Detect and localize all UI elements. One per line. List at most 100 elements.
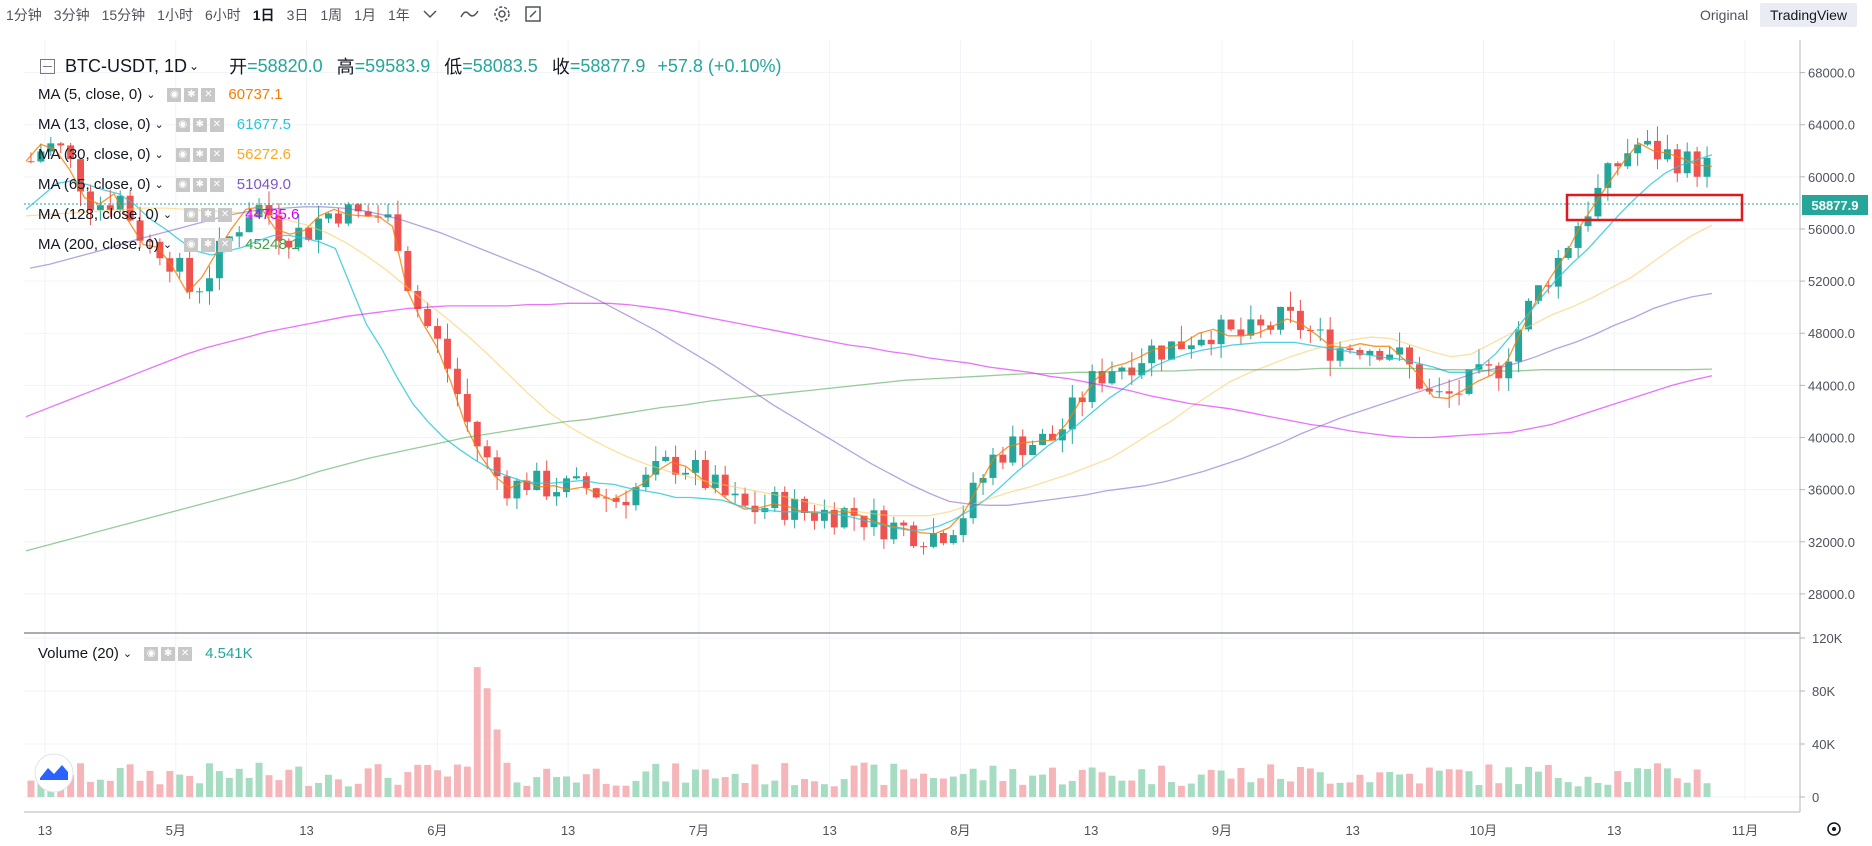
settings-icon[interactable]: ✱ bbox=[184, 87, 199, 102]
visibility-icon[interactable]: ◉ bbox=[175, 147, 190, 162]
original-view-button[interactable]: Original bbox=[1700, 7, 1749, 23]
time-tick-label: 7月 bbox=[689, 823, 709, 838]
volume-bar bbox=[1009, 769, 1017, 797]
candle-body bbox=[741, 493, 749, 506]
interval-1mo[interactable]: 1月 bbox=[354, 7, 376, 23]
candle-body bbox=[1108, 371, 1116, 384]
close-icon[interactable]: ✕ bbox=[218, 207, 233, 222]
close-icon[interactable]: ✕ bbox=[209, 147, 224, 162]
interval-1y[interactable]: 1年 bbox=[387, 7, 410, 23]
symbol-dropdown-icon[interactable]: ⌄ bbox=[189, 59, 200, 73]
interval-1d[interactable]: 1日 bbox=[252, 7, 275, 23]
visibility-icon[interactable]: ◉ bbox=[175, 117, 190, 132]
candle-body bbox=[1118, 367, 1126, 372]
candle-body bbox=[1039, 433, 1047, 445]
interval-dropdown-icon[interactable] bbox=[420, 5, 440, 25]
volume-bar bbox=[920, 773, 928, 797]
candle-body bbox=[840, 508, 848, 528]
dropdown-icon[interactable]: ⌄ bbox=[162, 239, 173, 251]
visibility-icon[interactable]: ◉ bbox=[175, 177, 190, 192]
tradingview-button[interactable]: TradingView bbox=[1760, 3, 1858, 27]
fullscreen-icon[interactable] bbox=[522, 3, 544, 28]
main-legend: BTC-USDT, 1D ⌄ 开 =58820.0 高 =59583.9 低 =580… bbox=[40, 53, 781, 79]
time-tick-label: 13 bbox=[1084, 823, 1098, 838]
close-label: 收 bbox=[551, 57, 570, 77]
ma-label: MA (13, close, 0) bbox=[38, 116, 151, 133]
candle-body bbox=[1683, 151, 1691, 174]
volume-bar bbox=[483, 688, 491, 797]
interval-6h[interactable]: 6小时 bbox=[204, 7, 241, 23]
settings-icon[interactable]: ✱ bbox=[192, 117, 207, 132]
visibility-icon[interactable]: ◉ bbox=[167, 87, 182, 102]
candle-body bbox=[1663, 149, 1671, 160]
dropdown-icon[interactable]: ⌄ bbox=[154, 179, 164, 191]
volume-bar bbox=[1326, 783, 1334, 797]
volume-bar bbox=[543, 768, 551, 797]
dropdown-icon[interactable]: ⌄ bbox=[122, 648, 133, 660]
settings-gear-icon[interactable] bbox=[490, 2, 514, 29]
symbol-title[interactable]: BTC-USDT, 1D bbox=[65, 55, 188, 76]
candle-body bbox=[146, 240, 154, 242]
volume-bar bbox=[582, 774, 590, 797]
settings-icon[interactable]: ✱ bbox=[161, 646, 176, 661]
ma-label: MA (30, close, 0) bbox=[38, 146, 151, 163]
volume-bar bbox=[1515, 784, 1523, 797]
close-icon[interactable]: ✕ bbox=[209, 117, 224, 132]
volume-bar bbox=[1683, 782, 1691, 797]
candle-body bbox=[979, 477, 987, 483]
volume-bar bbox=[334, 779, 342, 797]
volume-bar bbox=[563, 776, 570, 797]
volume-bar bbox=[424, 764, 432, 797]
candle-body bbox=[1148, 345, 1156, 364]
close-icon[interactable]: ✕ bbox=[201, 87, 216, 102]
interval-3d[interactable]: 3日 bbox=[286, 7, 309, 23]
settings-icon[interactable]: ✱ bbox=[192, 177, 207, 192]
volume-bar bbox=[830, 786, 838, 797]
volume-bar bbox=[106, 780, 114, 797]
interval-1h[interactable]: 1小时 bbox=[157, 7, 193, 23]
volume-bar bbox=[1584, 776, 1592, 797]
candle-body bbox=[126, 195, 134, 221]
price-tick-label: 60000.0 bbox=[1808, 170, 1855, 185]
dropdown-icon[interactable]: ⌄ bbox=[146, 89, 156, 101]
interval-3m[interactable]: 3分钟 bbox=[53, 7, 90, 23]
interval-15m[interactable]: 15分钟 bbox=[101, 7, 146, 23]
close-icon[interactable]: ✕ bbox=[178, 646, 193, 661]
visibility-icon[interactable]: ◉ bbox=[184, 207, 199, 222]
volume-bar bbox=[1316, 772, 1324, 797]
time-settings-icon bbox=[1827, 822, 1841, 836]
candle-body bbox=[77, 159, 85, 192]
settings-icon[interactable]: ✱ bbox=[192, 147, 207, 162]
chart-type-icon[interactable] bbox=[458, 5, 482, 26]
visibility-icon[interactable]: ◉ bbox=[184, 237, 199, 252]
candle-body bbox=[434, 326, 442, 339]
close-icon[interactable]: ✕ bbox=[218, 237, 233, 252]
volume-bar bbox=[1267, 764, 1275, 797]
dropdown-icon[interactable]: ⌄ bbox=[154, 149, 164, 161]
candle-body bbox=[414, 290, 422, 309]
settings-icon[interactable]: ✱ bbox=[201, 207, 216, 222]
candle-body bbox=[136, 220, 144, 241]
collapse-icon[interactable] bbox=[40, 58, 55, 74]
candle-body bbox=[711, 474, 719, 489]
dropdown-icon[interactable]: ⌄ bbox=[162, 209, 173, 221]
volume-bar bbox=[473, 667, 481, 797]
volume-bar bbox=[364, 768, 372, 797]
interval-1m[interactable]: 1分钟 bbox=[6, 7, 42, 23]
volume-tick-label: 80K bbox=[1812, 684, 1835, 699]
volume-bar bbox=[959, 774, 967, 797]
volume-bar bbox=[1594, 782, 1602, 797]
settings-icon[interactable]: ✱ bbox=[201, 237, 216, 252]
volume-bar bbox=[344, 786, 352, 797]
volume-bar bbox=[850, 765, 858, 797]
price-badge-text: 58877.9 bbox=[1812, 198, 1859, 213]
candle-body bbox=[1455, 393, 1463, 395]
volume-bar bbox=[900, 769, 908, 797]
volume-bar bbox=[1376, 772, 1384, 797]
interval-1w[interactable]: 1周 bbox=[320, 7, 343, 23]
volume-bar bbox=[1346, 782, 1354, 797]
dropdown-icon[interactable]: ⌄ bbox=[154, 119, 164, 131]
close-icon[interactable]: ✕ bbox=[209, 177, 224, 192]
visibility-icon[interactable]: ◉ bbox=[144, 646, 159, 661]
